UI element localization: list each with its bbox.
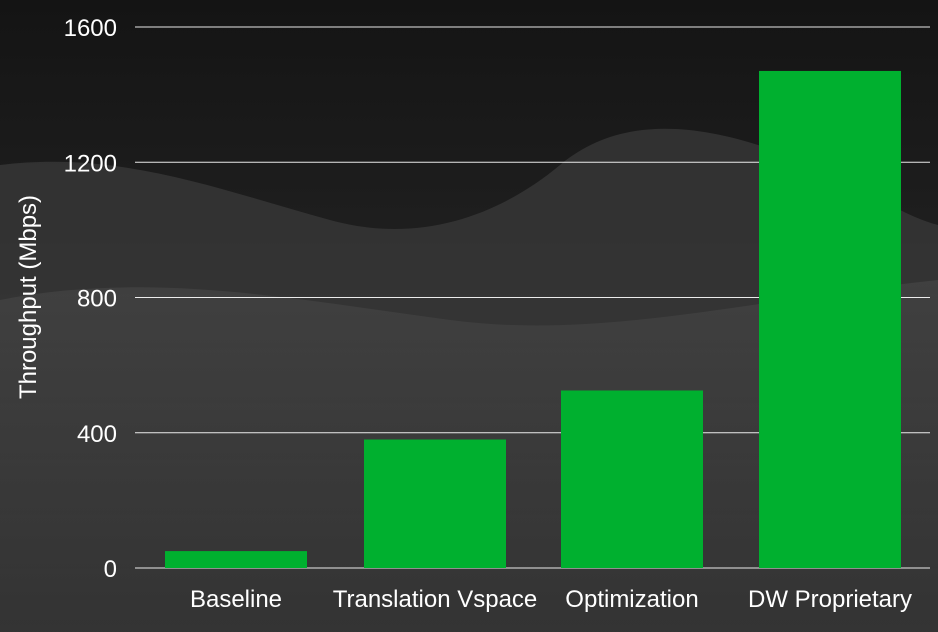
x-tick-label: Translation Vspace <box>333 586 538 613</box>
x-axis-ticks: Baseline Translation Vspace Optimization DW… <box>190 586 912 613</box>
y-tick-label: 0 <box>104 556 117 583</box>
y-tick-label: 800 <box>77 286 117 313</box>
bars <box>165 70 901 569</box>
bar-baseline <box>165 551 307 568</box>
y-tick-label: 400 <box>77 421 117 448</box>
x-tick-label: Baseline <box>190 586 282 613</box>
bar-translation-vspace <box>364 439 506 568</box>
y-axis-ticks: 0 400 800 1200 1600 <box>64 15 117 583</box>
y-axis-title: Throughput (Mbps) <box>15 195 42 399</box>
bar-optimization <box>561 390 703 568</box>
bar-dw-proprietary <box>759 70 901 569</box>
y-tick-label: 1600 <box>64 15 117 42</box>
x-tick-label: DW Proprietary <box>748 586 912 613</box>
y-tick-label: 1200 <box>64 150 117 177</box>
x-tick-label: Optimization <box>565 586 698 613</box>
